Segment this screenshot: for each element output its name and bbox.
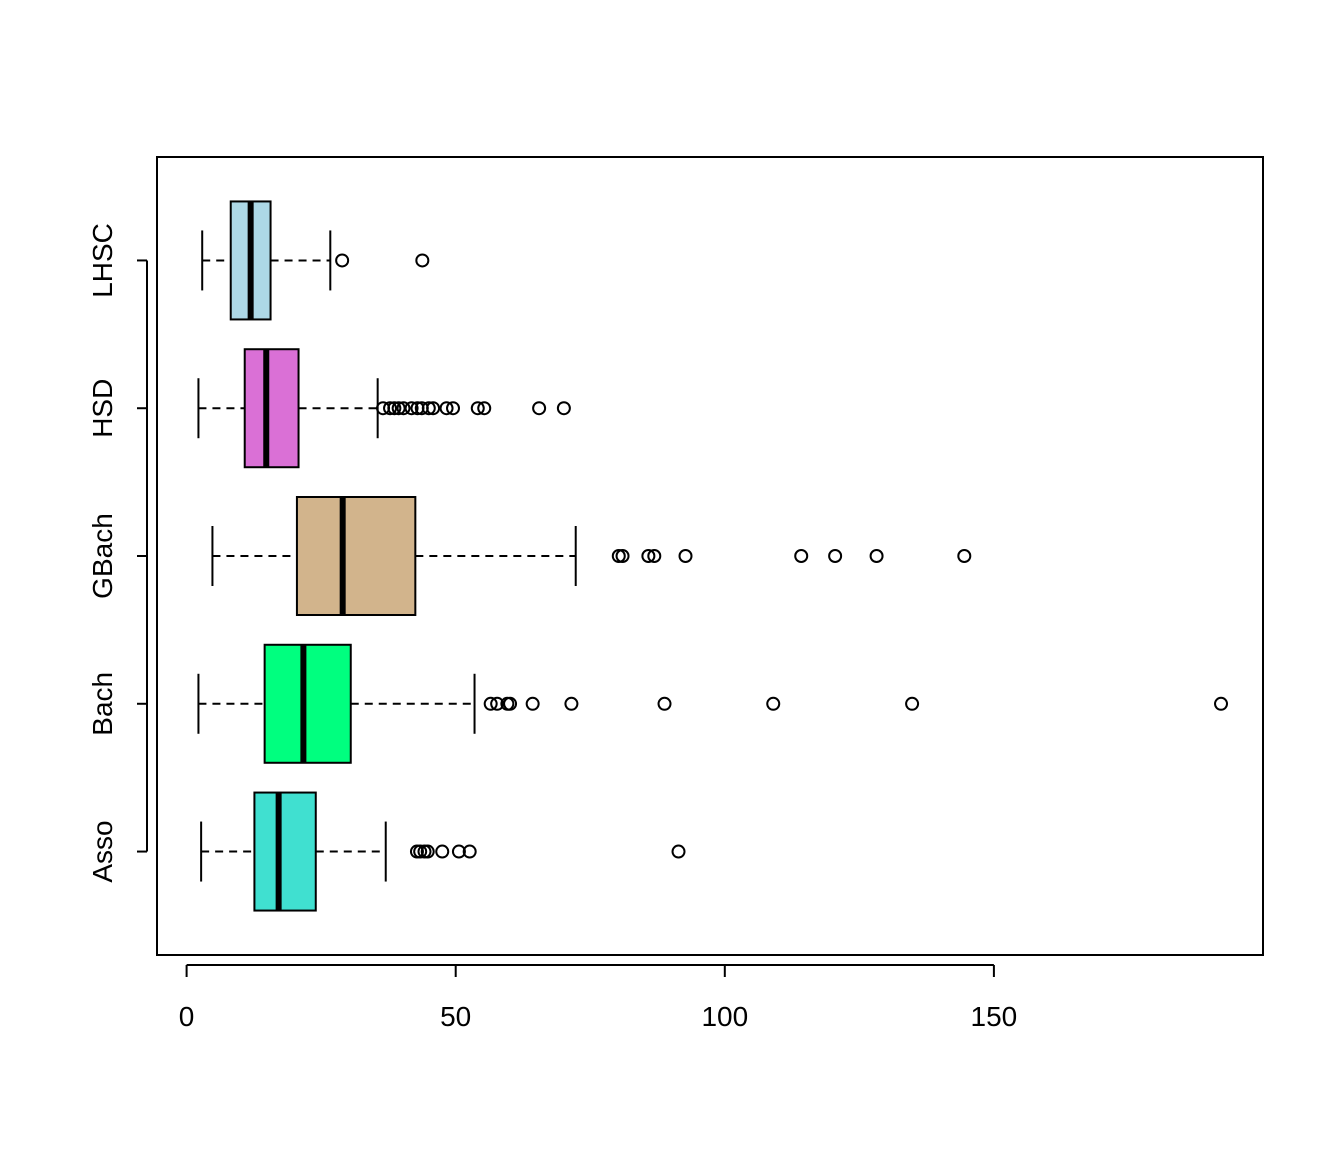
outlier-point [435,844,450,859]
outlier-point [421,401,436,416]
outlier-point [869,549,884,563]
outlier-point [483,696,498,711]
outlier-point [828,549,843,563]
x-tick-label: 50 [440,1001,471,1032]
boxes-layer [197,200,1229,912]
boxplot-bach [197,643,1229,764]
y-tick-label: LHSC [87,223,118,298]
outlier-point [641,549,656,563]
box-iqr [243,348,300,469]
outlier-point [415,253,430,268]
boxplot-lhsc [201,200,430,321]
outlier-point [477,401,492,416]
x-axis: 0 50 100 150 [179,964,1018,1032]
outlier-point [439,401,454,416]
outlier-point [387,401,402,416]
outlier-point [335,253,350,268]
outlier-point [957,549,972,563]
y-tick-label: Bach [87,672,118,736]
outlier-point [525,696,540,711]
outlier-point [470,401,485,416]
outlier-point [905,696,920,711]
box-iqr [253,791,317,912]
outlier-point [1214,696,1229,711]
y-tick-label: HSD [87,379,118,438]
x-tick-label: 150 [971,1001,1018,1032]
outlier-point [451,844,466,859]
outlier-point [446,401,461,416]
box-iqr [295,496,417,616]
outlier-point [462,844,477,859]
outlier-point [503,696,518,711]
outlier-point [556,401,571,416]
outlier-point [404,401,419,416]
outlier-point [678,549,693,563]
outlier-point [532,401,547,416]
boxplot-asso [200,791,686,912]
outlier-point [564,696,579,711]
y-tick-label: Asso [87,820,118,882]
box-iqr [263,643,352,764]
y-tick-label: GBach [87,513,118,599]
outlier-point [611,549,626,563]
outlier-point [615,549,630,563]
outlier-point [671,844,686,859]
outlier-point [657,696,672,711]
plot-frame [156,156,1264,956]
outlier-point [383,401,398,416]
outlier-point [794,549,809,563]
outlier-point [426,401,441,416]
boxplot-hsd [197,348,571,469]
boxplot-gbach [211,496,972,616]
x-tick-label: 0 [179,1001,195,1032]
x-tick-label: 100 [701,1001,748,1032]
outlier-point [420,844,435,859]
outlier-point [396,401,411,416]
y-axis: Asso Bach GBach HSD LHSC [87,223,148,883]
outlier-point [647,549,662,563]
outlier-point [766,696,781,711]
outlier-point [413,844,428,859]
